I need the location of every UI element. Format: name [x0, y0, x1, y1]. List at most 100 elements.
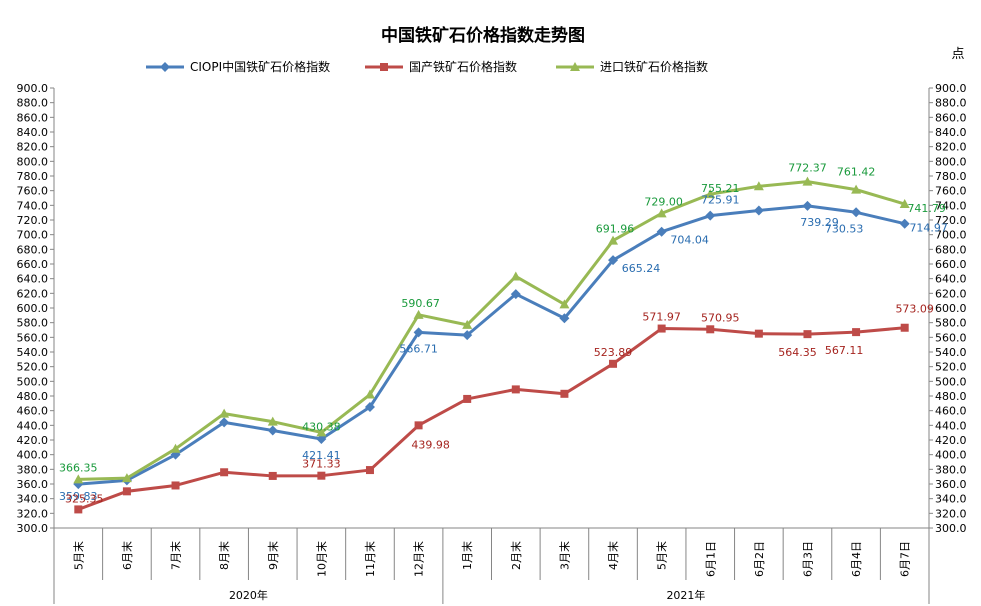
y-tick-label-right: 340.0	[935, 493, 967, 506]
y-tick-label-right: 480.0	[935, 390, 967, 403]
y-tick-label-right: 400.0	[935, 449, 967, 462]
y-tick-label-right: 540.0	[935, 346, 967, 359]
data-point	[510, 271, 521, 281]
y-tick-label-left: 560.0	[17, 331, 49, 344]
data-point	[462, 330, 473, 341]
data-point	[753, 181, 764, 191]
x-tick-label: 6月7日	[899, 541, 912, 577]
y-tick-label-right: 560.0	[935, 331, 967, 344]
legend-entry: 国产铁矿石价格指数	[409, 59, 517, 74]
y-tick-label-left: 480.0	[17, 390, 49, 403]
data-point	[852, 328, 861, 337]
data-point	[267, 425, 278, 436]
y-tick-label-left: 720.0	[17, 214, 49, 227]
x-tick-label: 5月末	[71, 541, 85, 570]
y-tick-label-left: 500.0	[17, 375, 49, 388]
x-tick-label: 2月末	[509, 541, 523, 570]
data-point	[219, 408, 230, 418]
y-tick-label-right: 640.0	[935, 273, 967, 286]
y-tick-label-right: 820.0	[935, 141, 967, 154]
data-label: 439.98	[411, 438, 450, 451]
data-point	[657, 324, 666, 333]
y-tick-label-left: 300.0	[17, 522, 49, 535]
y-tick-label-left: 820.0	[17, 141, 49, 154]
y-tick-label-left: 680.0	[17, 243, 49, 256]
data-label: 691.96	[596, 223, 635, 236]
data-label: 371.33	[302, 458, 341, 471]
y-tick-label-right: 600.0	[935, 302, 967, 315]
y-tick-label-right: 740.0	[935, 199, 967, 212]
x-tick-label: 6月4日	[850, 541, 863, 577]
y-tick-label-left: 360.0	[17, 478, 49, 491]
x-tick-label: 11月末	[363, 541, 377, 577]
unit-label: 点	[951, 47, 964, 62]
y-tick-label-left: 760.0	[17, 185, 49, 198]
y-tick-label-right: 620.0	[935, 287, 967, 300]
data-label: 567.11	[825, 344, 864, 357]
data-point	[414, 421, 423, 430]
y-tick-label-right: 580.0	[935, 317, 967, 330]
data-point	[317, 471, 326, 480]
data-label: 755.21	[701, 182, 740, 195]
data-point	[510, 289, 521, 300]
data-point	[267, 416, 278, 426]
data-labels: 359.83 421.41 566.71 665.24 704.04 725.91 739.…	[59, 162, 948, 506]
y-tick-label-right: 900.0	[935, 82, 967, 95]
data-label: 570.95	[701, 311, 740, 324]
chart-title: 中国铁矿石价格指数走势图	[381, 25, 585, 46]
y-tick-label-left: 840.0	[17, 126, 49, 139]
data-label: 573.09	[895, 303, 934, 316]
legend-marker	[570, 62, 580, 71]
data-point	[122, 487, 131, 496]
data-point	[609, 359, 618, 368]
legend: CIOPI中国铁矿石价格指数 国产铁矿石价格指数 进口铁矿石价格指数	[146, 59, 708, 74]
data-label: 739.29	[800, 216, 839, 229]
y-tick-label-right: 680.0	[935, 243, 967, 256]
x-tick-label: 8月末	[217, 541, 231, 570]
data-point	[802, 200, 813, 211]
data-label: 704.04	[670, 234, 709, 247]
legend-entry: 进口铁矿石价格指数	[600, 59, 708, 74]
legend-entry: CIOPI中国铁矿石价格指数	[190, 59, 330, 74]
data-point	[364, 402, 375, 412]
data-point	[899, 199, 910, 209]
data-point	[559, 313, 570, 324]
y-tick-label-right: 840.0	[935, 126, 967, 139]
x-tick-label: 12月末	[412, 541, 426, 577]
data-point	[73, 474, 84, 484]
y-tick-label-left: 420.0	[17, 434, 49, 447]
data-point	[802, 176, 813, 186]
data-point	[364, 389, 375, 399]
y-tick-label-right: 720.0	[935, 214, 967, 227]
data-point	[316, 427, 327, 437]
data-point	[219, 417, 230, 428]
data-label: 571.97	[642, 311, 681, 324]
data-label: 430.38	[302, 420, 341, 433]
data-point	[851, 184, 862, 194]
y-tick-label-left: 780.0	[17, 170, 49, 183]
data-point	[851, 207, 862, 218]
y-tick-label-right: 420.0	[935, 434, 967, 447]
y-tick-label-left: 540.0	[17, 346, 49, 359]
y-tick-label-left: 860.0	[17, 111, 49, 124]
y-tick-label-right: 760.0	[935, 185, 967, 198]
y-tick-label-right: 780.0	[935, 170, 967, 183]
data-label: 772.37	[788, 162, 827, 175]
data-point	[608, 255, 619, 266]
data-point	[316, 433, 327, 444]
data-point	[559, 299, 570, 309]
data-label: 523.89	[594, 346, 633, 359]
data-point	[365, 466, 374, 475]
x-tick-label: 3月末	[557, 541, 571, 570]
data-label: 566.71	[399, 342, 438, 355]
data-point	[462, 319, 473, 329]
x-tick-label: 6月1日	[704, 541, 717, 577]
year-label: 2020年	[229, 588, 268, 602]
x-tick-label: 6月末	[120, 541, 134, 570]
data-point	[753, 205, 764, 216]
x-tick-label: 1月末	[460, 541, 474, 570]
y-tick-label-left: 600.0	[17, 302, 49, 315]
y-tick-label-left: 400.0	[17, 449, 49, 462]
data-label: 366.35	[59, 461, 98, 474]
